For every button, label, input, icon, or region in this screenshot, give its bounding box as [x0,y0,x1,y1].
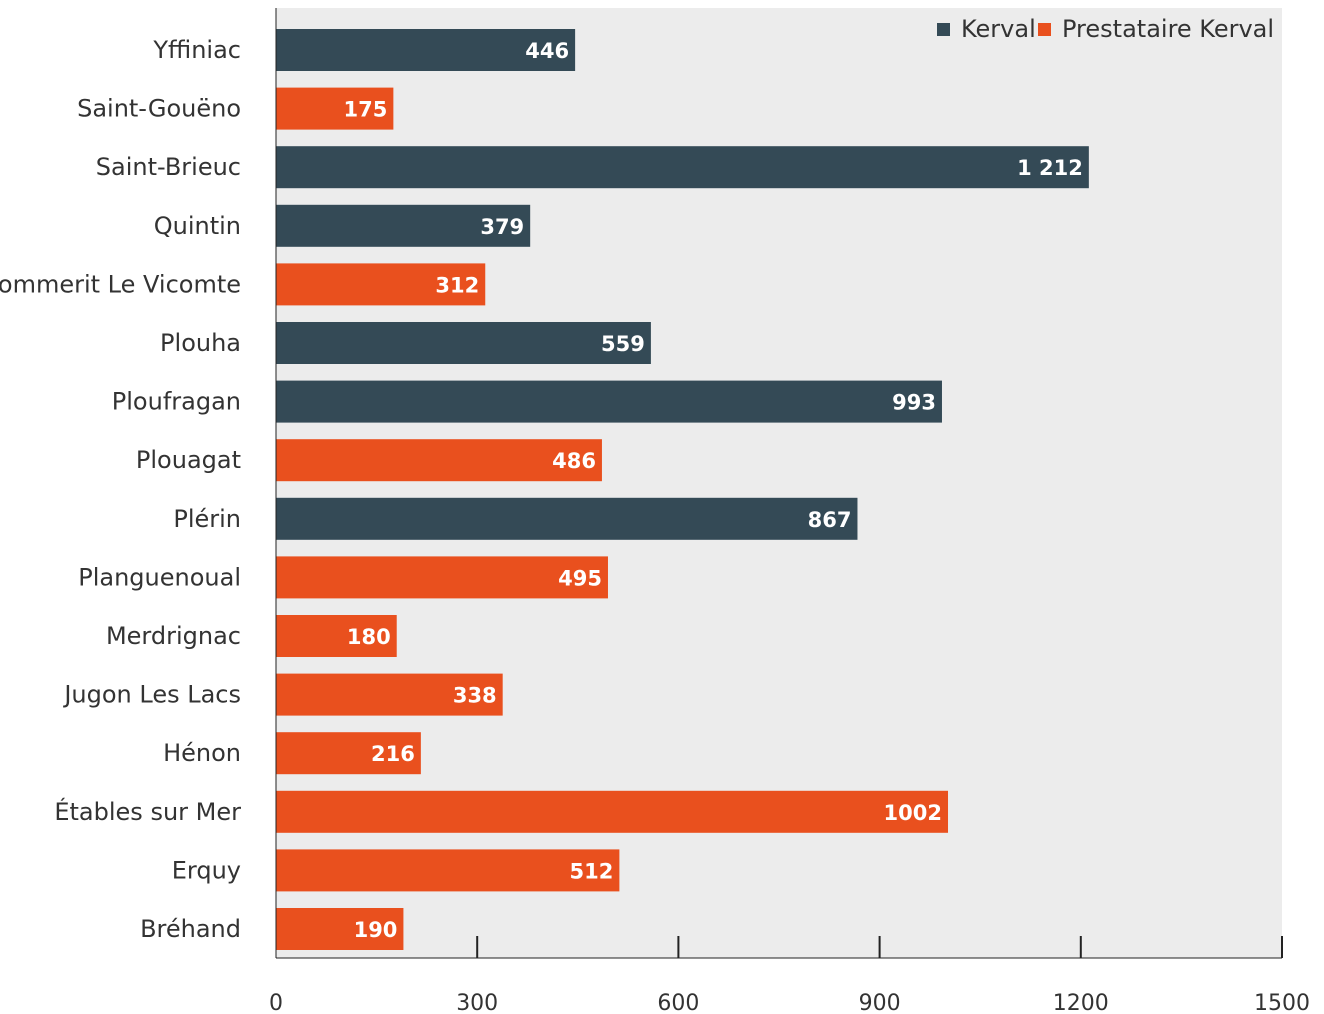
category-label: Hénon [163,739,241,767]
category-label: Planguenoual [78,563,241,591]
category-label: Quintin [154,212,241,240]
bar [276,673,503,716]
legend-label: Kerval [961,15,1036,43]
legend-label: Prestataire Kerval [1062,15,1274,43]
category-label: Ploufragan [112,388,241,416]
category-label: Bréhand [140,915,241,943]
category-label: Étables sur Mer [54,797,241,826]
data-label: 1 212 [1017,156,1083,180]
x-tick-label: 600 [657,991,699,1014]
data-label: 190 [354,918,398,942]
bar [276,87,394,130]
category-label: Plérin [173,505,241,533]
x-tick-label: 1500 [1254,991,1310,1014]
category-label: Pommerit Le Vicomte [0,270,241,298]
data-label: 175 [344,98,388,122]
category-label: Erquy [172,856,241,884]
data-label: 993 [892,391,936,415]
bar [276,322,651,364]
bar [276,556,608,599]
data-label: 512 [570,859,614,883]
bar [276,439,602,482]
category-label: Yffiniac [152,36,241,64]
x-tick-label: 1200 [1053,991,1109,1014]
data-label: 867 [808,508,852,532]
bar [276,204,531,247]
bar [276,849,620,892]
bar [276,146,1089,189]
x-tick-label: 0 [269,991,283,1014]
data-label: 495 [558,566,602,590]
data-label: 559 [601,332,645,356]
category-label: Plouagat [136,446,241,474]
legend-swatch [937,23,950,36]
data-label: 312 [435,273,479,297]
data-label: 180 [347,625,391,649]
bar [276,29,576,71]
bar [276,908,404,950]
category-label: Plouha [160,329,241,357]
data-label: 338 [453,684,497,708]
data-label: 486 [552,449,596,473]
bar [276,380,942,423]
bar [276,732,421,775]
category-label: Jugon Les Lacs [62,681,241,709]
category-label: Merdrignac [106,622,241,650]
data-label: 1002 [884,801,942,825]
bar [276,790,949,833]
x-tick-label: 900 [859,991,901,1014]
x-tick-label: 300 [456,991,498,1014]
data-label: 446 [525,39,569,63]
data-label: 216 [371,742,415,766]
category-label: Saint-Brieuc [96,153,241,181]
legend-swatch [1038,23,1051,36]
data-label: 379 [480,215,524,239]
category-label: Saint-Gouëno [77,95,241,123]
bar [276,263,486,306]
bar [276,497,858,540]
bar [276,615,397,657]
